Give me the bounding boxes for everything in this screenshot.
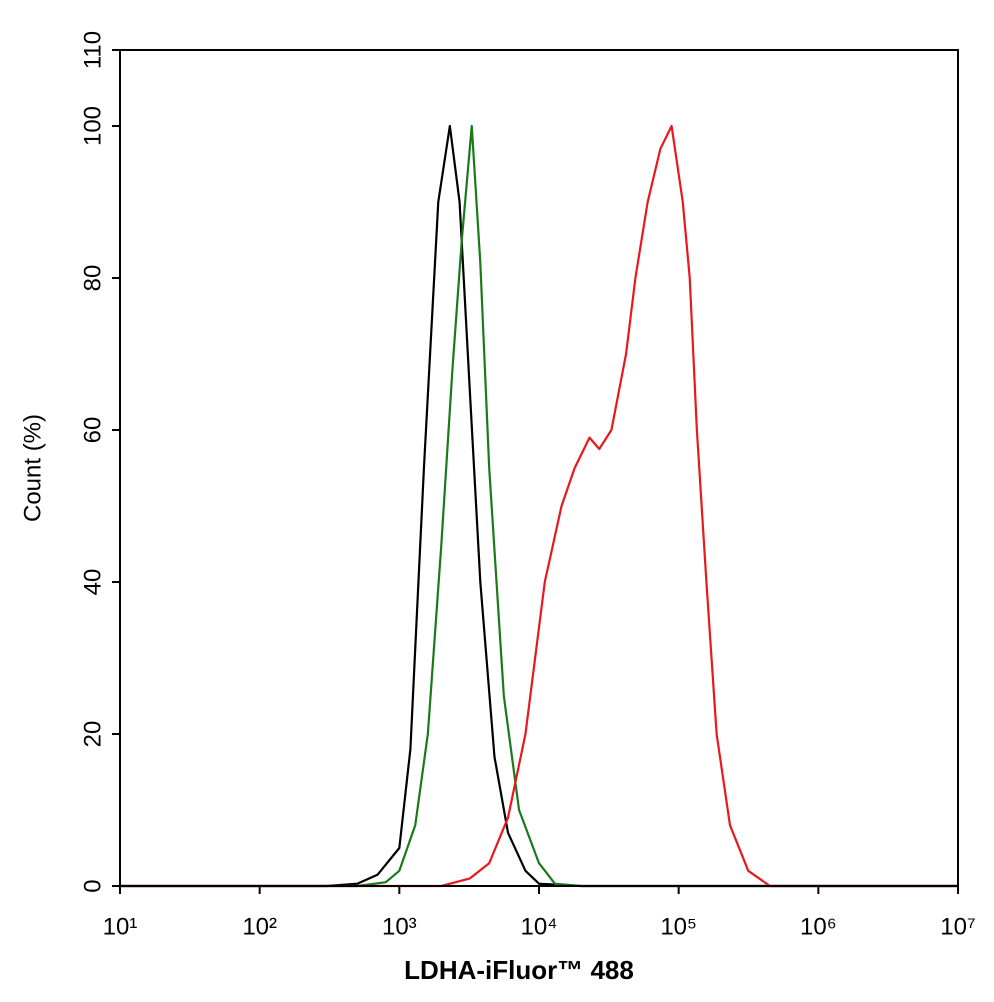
y-tick-label: 100 bbox=[79, 106, 106, 146]
y-tick-label: 20 bbox=[79, 721, 106, 748]
y-tick-label: 110 bbox=[79, 31, 106, 69]
x-tick-label: 10² bbox=[242, 913, 277, 940]
x-tick-label: 10⁵ bbox=[660, 913, 697, 940]
y-tick-label: 60 bbox=[79, 417, 106, 444]
x-tick-label: 10¹ bbox=[103, 913, 138, 940]
x-tick-label: 10⁷ bbox=[940, 913, 975, 940]
x-axis-label: LDHA-iFluor™ 488 bbox=[404, 955, 634, 985]
x-tick-label: 10⁴ bbox=[520, 913, 557, 940]
histogram-line bbox=[120, 124, 958, 888]
y-tick-label: 40 bbox=[79, 569, 106, 596]
histogram-line bbox=[120, 124, 958, 888]
y-tick-label: 0 bbox=[79, 879, 106, 892]
plot-frame bbox=[119, 49, 959, 887]
y-axis-label: Count (%) bbox=[19, 414, 46, 522]
y-tick-label: 80 bbox=[79, 265, 106, 292]
x-tick-label: 10⁶ bbox=[800, 913, 837, 940]
x-tick-label: 10³ bbox=[382, 913, 417, 940]
histogram-line bbox=[120, 124, 958, 888]
